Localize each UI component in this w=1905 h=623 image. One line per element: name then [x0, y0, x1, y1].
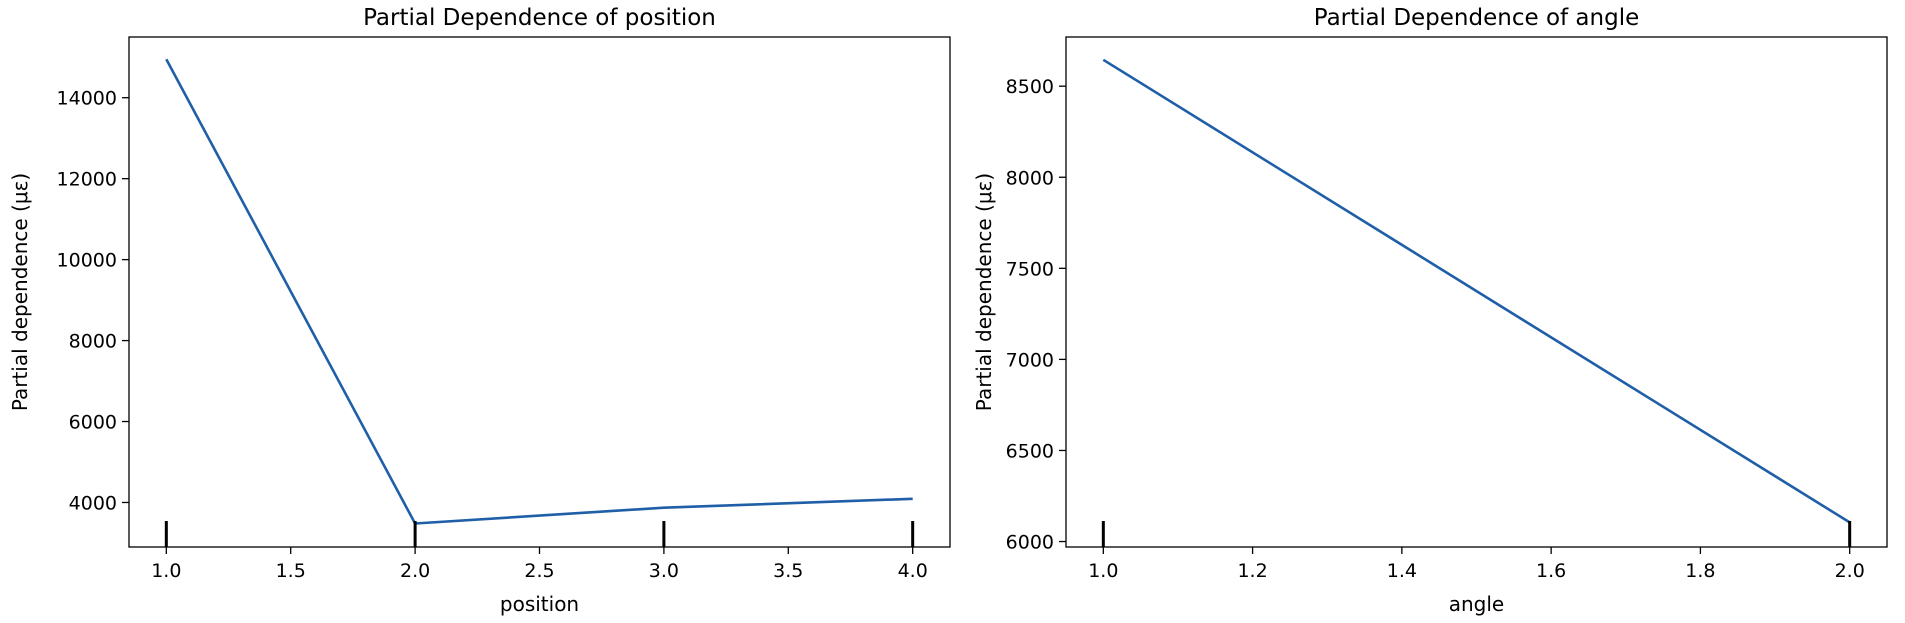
y-tick-label: 6500 — [1006, 440, 1054, 462]
y-tick-label: 14000 — [57, 88, 117, 110]
y-tick-label: 8000 — [1006, 167, 1054, 189]
chart-title: Partial Dependence of angle — [1314, 5, 1640, 31]
x-tick-label: 2.0 — [1835, 560, 1865, 582]
x-tick-label: 4.0 — [898, 560, 928, 582]
y-axis-label: Partial dependence (με) — [972, 173, 996, 411]
x-tick-label: 1.5 — [276, 560, 306, 582]
x-axis-label: angle — [1449, 592, 1505, 616]
y-axis-label: Partial dependence (με) — [8, 173, 32, 411]
x-tick-label: 1.0 — [151, 560, 181, 582]
series-line — [1102, 58, 1851, 524]
x-axis-label: position — [500, 592, 579, 616]
y-tick-label: 12000 — [57, 169, 117, 191]
chart-title: Partial Dependence of position — [363, 5, 716, 31]
x-tick-label: 3.5 — [773, 560, 803, 582]
axes-frame — [128, 36, 951, 548]
x-tick-label: 1.6 — [1536, 560, 1566, 582]
y-tick-label: 8500 — [1006, 76, 1054, 98]
axes-frame — [1065, 36, 1888, 548]
chart-angle: 1.0 1.2 1.4 1.6 1.8 2.0 6000 6500 7000 7500 8000 85… — [972, 5, 1888, 616]
x-tick-label: 1.0 — [1088, 560, 1118, 582]
y-tick-label: 6000 — [1006, 532, 1054, 554]
y-tick-label: 10000 — [57, 250, 117, 272]
x-tick-label: 2.5 — [524, 560, 554, 582]
x-tick-label: 1.8 — [1685, 560, 1715, 582]
y-tick-label: 7500 — [1006, 258, 1054, 280]
x-tick-label: 2.0 — [400, 560, 430, 582]
x-tick-label: 1.2 — [1237, 560, 1267, 582]
y-tick-label: 6000 — [69, 412, 117, 434]
y-tick-label: 4000 — [69, 492, 117, 514]
series-line — [165, 58, 913, 525]
y-tick-label: 7000 — [1006, 349, 1054, 371]
x-tick-label: 1.4 — [1387, 560, 1417, 582]
chart-position: 1.0 1.5 2.0 2.5 3.0 3.5 4.0 4000 6000 8000 10000 12… — [8, 5, 951, 616]
x-tick-label: 3.0 — [649, 560, 679, 582]
y-tick-label: 8000 — [69, 331, 117, 353]
